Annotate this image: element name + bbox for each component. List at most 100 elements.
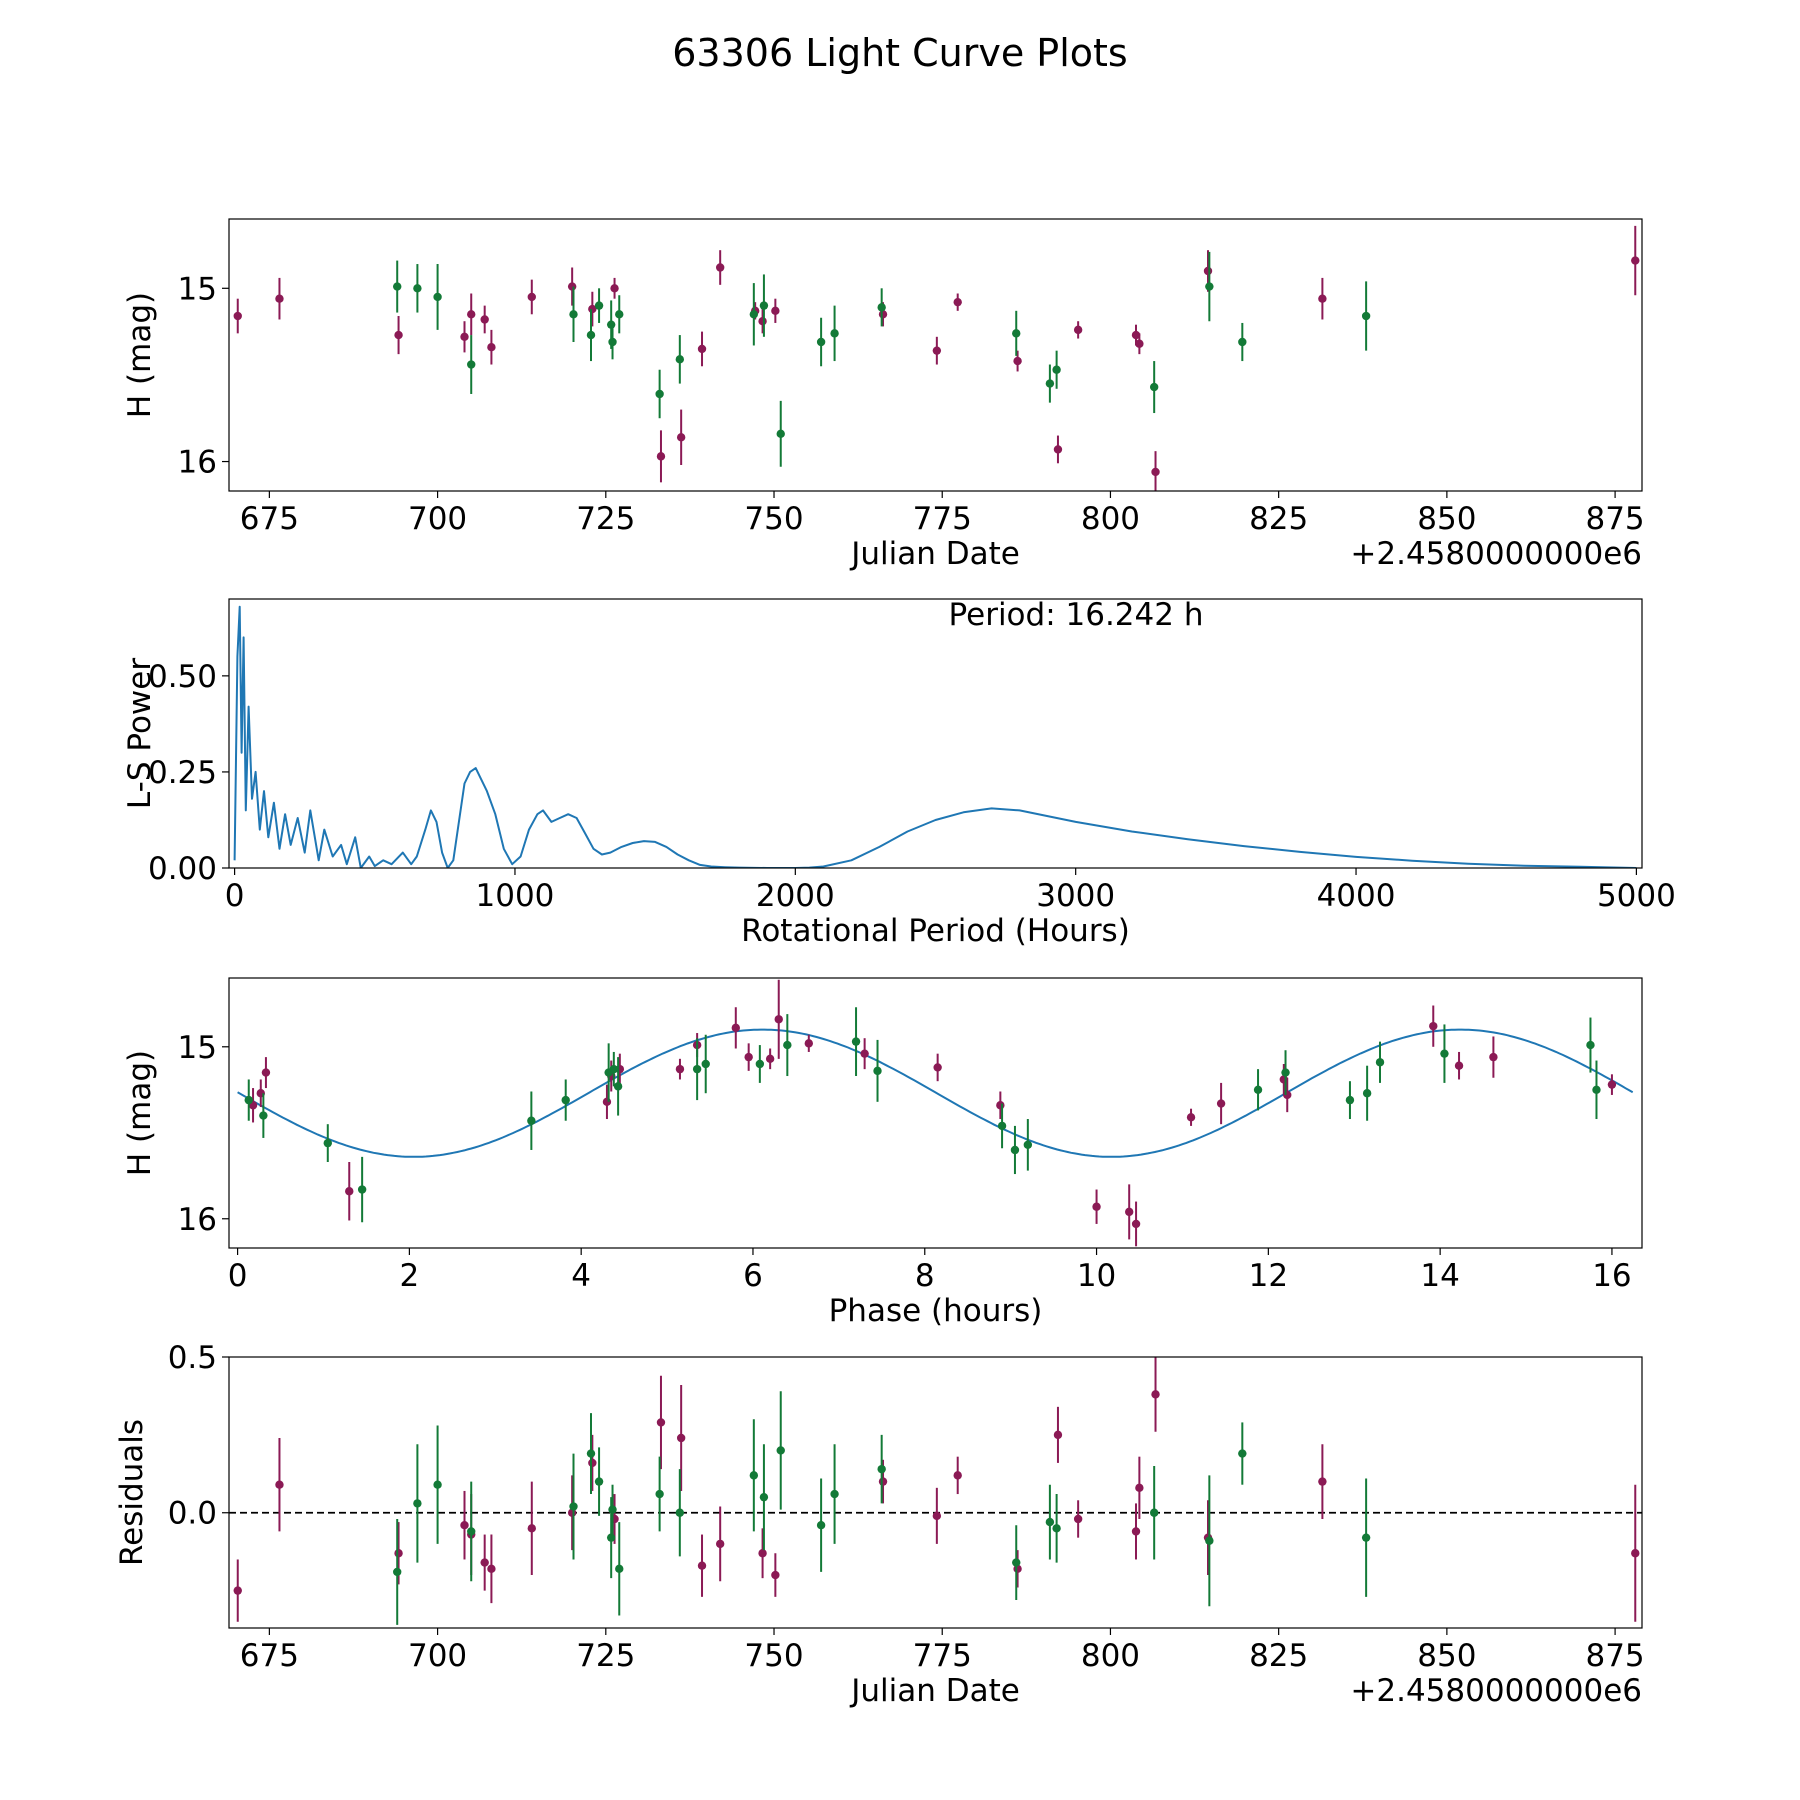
purple-data-point bbox=[1131, 1219, 1141, 1229]
y-axis-label: H (mag) bbox=[122, 1050, 158, 1176]
purple-data-point bbox=[487, 1564, 496, 1574]
y-tick-label: 0.0 bbox=[168, 1496, 217, 1532]
x-tick-label: 0 bbox=[225, 878, 245, 914]
x-tick-label: 3000 bbox=[1036, 878, 1115, 914]
green-data-point bbox=[615, 1564, 624, 1574]
x-tick-label: 8 bbox=[915, 1258, 935, 1294]
purple-data-point bbox=[1631, 1549, 1640, 1558]
green-data-point bbox=[259, 1111, 268, 1120]
green-data-point bbox=[877, 1464, 886, 1474]
x-tick-label: 850 bbox=[1417, 501, 1476, 537]
purple-data-point bbox=[480, 1558, 489, 1567]
green-data-point bbox=[1361, 311, 1371, 321]
phased-lightcurve-panel: 0 2 4 6 8 10 12 14 16 15 16 Phase (hours) H (mag) bbox=[122, 977, 1643, 1329]
y-tick-label: 0.5 bbox=[168, 1340, 217, 1376]
purple-data-point bbox=[588, 1458, 597, 1468]
x-axis-label: Julian Date bbox=[849, 536, 1020, 572]
x-axis-label: Julian Date bbox=[849, 1673, 1020, 1709]
purple-data-point bbox=[1318, 1477, 1327, 1486]
y-tick-label: 0.25 bbox=[148, 755, 217, 791]
purple-data-point bbox=[804, 1039, 814, 1048]
green-data-point bbox=[1361, 1533, 1371, 1542]
x-tick-label: 825 bbox=[1249, 501, 1308, 537]
purple-data-point bbox=[715, 263, 725, 272]
x-tick-label: 875 bbox=[1585, 1638, 1644, 1674]
purple-data-point bbox=[1186, 1113, 1196, 1122]
green-data-point bbox=[1238, 1449, 1247, 1458]
x-tick-label: 4000 bbox=[1317, 878, 1396, 914]
green-data-point bbox=[877, 303, 886, 312]
purple-data-point bbox=[878, 1477, 888, 1486]
green-data-point bbox=[586, 330, 596, 340]
green-data-point bbox=[594, 1477, 604, 1486]
purple-data-point bbox=[932, 1511, 942, 1521]
periodogram-line bbox=[233, 605, 1637, 868]
period-annotation: Period: 16.242 h bbox=[949, 597, 1204, 633]
green-data-point bbox=[1253, 1085, 1263, 1094]
green-data-point bbox=[1205, 282, 1214, 291]
green-data-point bbox=[1052, 365, 1061, 374]
axes-frame bbox=[228, 598, 1643, 869]
purple-data-point bbox=[656, 452, 666, 461]
x-tick-label: 875 bbox=[1585, 501, 1644, 537]
purple-data-point bbox=[460, 332, 469, 342]
purple-data-point bbox=[610, 284, 619, 293]
green-data-point bbox=[413, 284, 422, 293]
purple-data-point bbox=[487, 343, 496, 352]
x-tick-label: 750 bbox=[744, 501, 803, 537]
x-tick-label: 1000 bbox=[476, 878, 555, 914]
green-data-point bbox=[749, 310, 759, 319]
x-tick-label: 675 bbox=[240, 1638, 299, 1674]
green-data-point bbox=[467, 1527, 476, 1536]
purple-data-point bbox=[602, 1097, 612, 1107]
green-data-point bbox=[1592, 1085, 1601, 1094]
y-axis-label: H (mag) bbox=[122, 292, 158, 418]
green-data-point bbox=[1149, 382, 1159, 392]
purple-data-point bbox=[1203, 266, 1213, 276]
green-data-point bbox=[816, 1521, 826, 1530]
x-tick-label: 12 bbox=[1249, 1258, 1288, 1294]
purple-data-point bbox=[758, 317, 767, 326]
purple-data-point bbox=[765, 1054, 775, 1064]
purple-data-point bbox=[1124, 1207, 1134, 1217]
purple-data-point bbox=[676, 1433, 686, 1443]
x-tick-label: 2 bbox=[400, 1258, 420, 1294]
x-axis-offset: +2.4580000000e6 bbox=[1350, 1673, 1642, 1709]
green-data-point bbox=[783, 1040, 792, 1050]
purple-data-point bbox=[1073, 1514, 1083, 1524]
figure-title: 63306 Light Curve Plots bbox=[672, 31, 1127, 75]
green-data-point bbox=[776, 1446, 785, 1455]
plot-area bbox=[233, 225, 1640, 491]
purple-data-point bbox=[675, 1064, 685, 1074]
x-tick-label: 725 bbox=[576, 1638, 635, 1674]
green-data-point bbox=[615, 310, 624, 319]
purple-data-point bbox=[275, 1480, 284, 1489]
green-data-point bbox=[1362, 1089, 1372, 1098]
purple-data-point bbox=[261, 1068, 271, 1077]
x-axis-label: Phase (hours) bbox=[829, 1293, 1043, 1329]
green-data-point bbox=[393, 1567, 402, 1577]
y-tick-label: 15 bbox=[178, 271, 217, 307]
green-data-point bbox=[655, 389, 664, 399]
green-data-point bbox=[606, 1533, 616, 1542]
y-axis-label: L-S Power bbox=[122, 658, 158, 809]
green-data-point bbox=[776, 429, 785, 439]
periodogram-panel: 0 1000 2000 3000 4000 5000 0.00 0.25 0.50 Rotatio… bbox=[122, 597, 1676, 949]
green-data-point bbox=[830, 329, 839, 338]
x-tick-label: 700 bbox=[408, 1638, 467, 1674]
green-data-point bbox=[816, 337, 826, 347]
purple-data-point bbox=[656, 1418, 666, 1427]
purple-data-point bbox=[480, 315, 489, 324]
green-data-point bbox=[527, 1116, 536, 1125]
purple-data-point bbox=[1073, 325, 1083, 335]
green-data-point bbox=[1052, 1524, 1061, 1533]
green-data-point bbox=[759, 301, 769, 310]
green-data-point bbox=[1345, 1095, 1355, 1105]
purple-data-point bbox=[345, 1187, 354, 1196]
y-tick-label: 0.00 bbox=[148, 851, 217, 887]
plot-area bbox=[229, 1357, 1642, 1625]
x-axis-label: Rotational Period (Hours) bbox=[741, 913, 1130, 949]
green-data-point bbox=[594, 301, 604, 310]
